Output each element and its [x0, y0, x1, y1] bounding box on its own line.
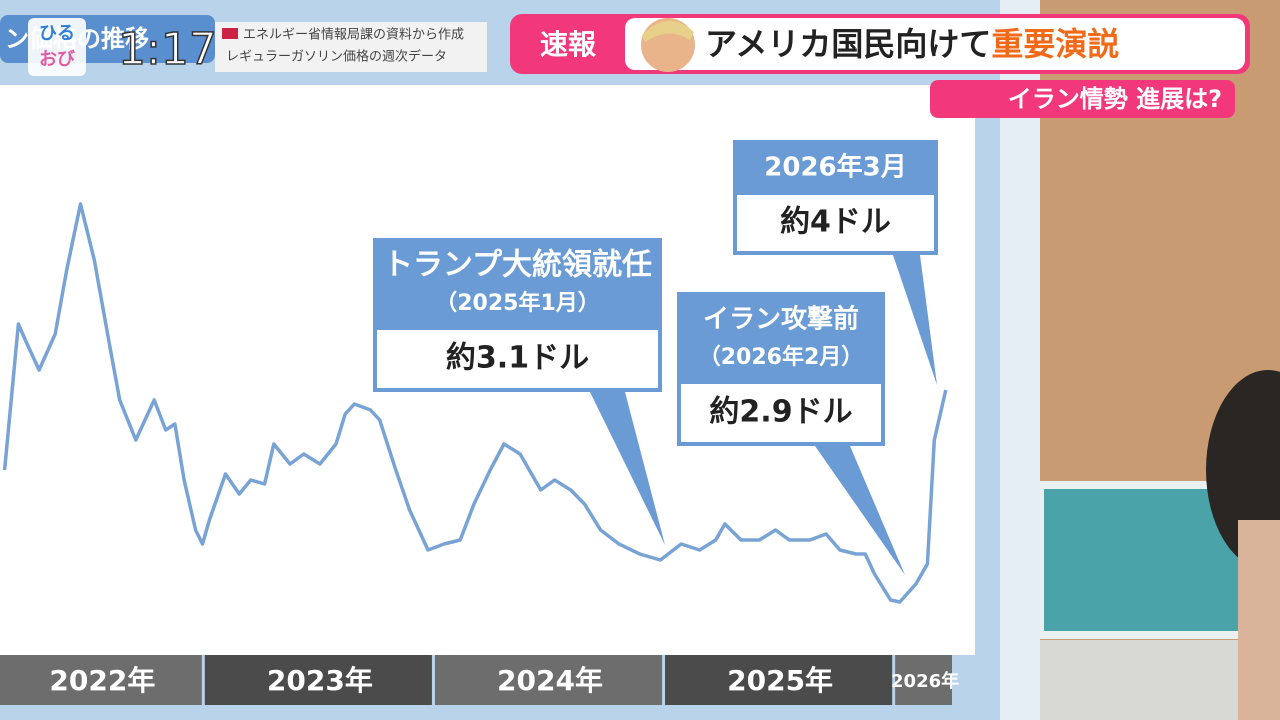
axis-band — [895, 655, 952, 705]
axis-band — [0, 655, 202, 705]
x-tick-label: 2022年 — [49, 664, 155, 697]
source-note: レギュラーガソリン価格の週次データ — [226, 49, 447, 65]
banner-sub: イラン情勢 進展は? — [1008, 85, 1222, 113]
callout-pointer — [893, 255, 937, 385]
source-note: エネルギー省情報局課の資料から作成 — [243, 27, 464, 43]
callout-pointer — [590, 392, 665, 545]
person-head — [1206, 370, 1280, 570]
callout-heading: （2026年2月） — [699, 344, 864, 370]
callout-body — [737, 195, 934, 251]
callout-value: 約2.9ドル — [709, 395, 852, 430]
logo: おび — [39, 49, 76, 70]
callout-pointer — [815, 446, 905, 575]
price-line — [2, 202, 948, 604]
banner-headline: アメリカ国民向けて重要演説 — [705, 25, 1119, 63]
axis-band — [665, 655, 893, 705]
x-tick-label: 2024年 — [497, 664, 603, 697]
x-tick-label: 2025年 — [727, 664, 833, 697]
headline-text: アメリカ国民向けて — [705, 25, 991, 63]
callout-body — [681, 384, 881, 442]
callout-heading: 2026年3月 — [764, 152, 906, 183]
logo: ひる — [39, 23, 75, 44]
callout-heading: イラン攻撃前 — [703, 304, 859, 335]
callout-value: 約3.1ドル — [446, 341, 589, 376]
axis-band — [434, 655, 663, 705]
headline-emphasis: 重要演説 — [991, 25, 1119, 63]
source-box — [215, 22, 487, 72]
x-tick-label: 2023年 — [267, 664, 373, 697]
banner-tag: 速報 — [540, 28, 597, 61]
board-edge — [1000, 0, 1040, 720]
banner-pill — [625, 18, 1245, 70]
person-face — [1238, 520, 1280, 720]
callout-heading: （2025年1月） — [435, 290, 600, 316]
axis-band — [204, 655, 432, 705]
callout-value: 約4ドル — [780, 205, 891, 240]
sub-banner — [930, 80, 1235, 118]
clock: 1:17 — [118, 24, 217, 75]
logo-box — [28, 18, 86, 76]
portrait-hair — [642, 20, 694, 42]
callout-body — [377, 330, 658, 388]
flag-icon — [222, 28, 238, 39]
x-tick-label: 2026年 — [891, 670, 959, 692]
callout-heading: トランプ大統領就任 — [383, 248, 652, 283]
